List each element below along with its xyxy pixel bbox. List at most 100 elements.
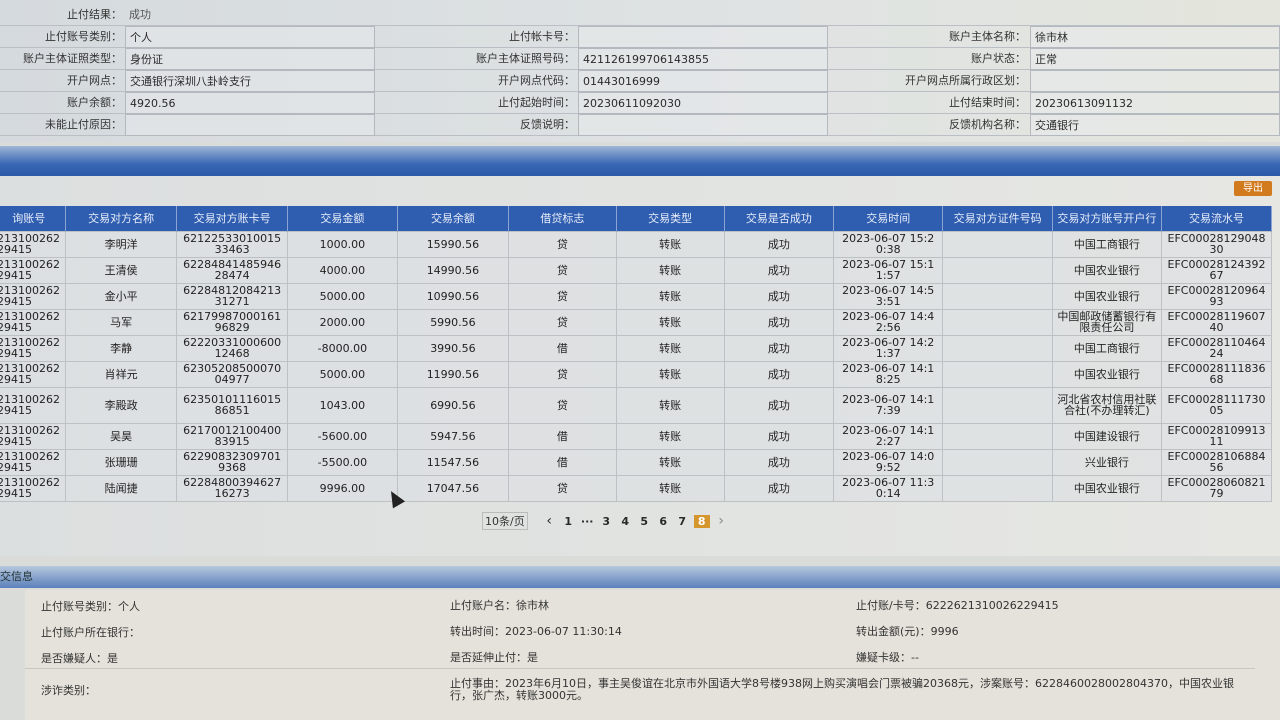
table-cell: 肖祥元	[64, 360, 178, 388]
page-link[interactable]: ···	[580, 514, 594, 528]
table-cell: 王清侯	[64, 256, 178, 284]
table-cell: 贷	[508, 230, 617, 258]
table-cell: 62220331000600 12468	[176, 334, 289, 362]
table-row[interactable]: 213100262 29415 李静 62220331000600 12468 -80…	[0, 334, 1272, 362]
column-header: 交易金额	[287, 206, 398, 231]
table-cell: 转账	[615, 360, 725, 388]
info-value	[578, 114, 828, 136]
table-cell: 213100262 29415	[0, 308, 66, 336]
next-page-button[interactable]: ›	[718, 513, 724, 529]
column-header: 交易流水号	[1161, 206, 1272, 231]
info-label: 止付结束时间：	[949, 96, 1026, 109]
table-cell: 2023-06-07 14:4 2:56	[833, 308, 944, 336]
info-label: 止付账号类别：	[45, 30, 122, 43]
table-cell	[942, 474, 1053, 502]
table-cell: 成功	[723, 474, 835, 502]
transaction-info-section-header: 交信息	[0, 566, 1280, 588]
page-link[interactable]: 1	[564, 514, 573, 528]
page-link[interactable]: 4	[621, 514, 630, 528]
info-value: 交通银行	[1030, 114, 1280, 136]
info-label: 账户主体名称：	[949, 30, 1026, 43]
table-cell: 213100262 29415	[0, 230, 66, 258]
table-cell: 17047.56	[396, 474, 510, 502]
table-cell: 11990.56	[396, 360, 510, 388]
detail-reason: 止付事由：2023年6月10日，事主吴俊谊在北京市外国语大学8号楼938网上购买…	[450, 677, 1234, 702]
table-cell: 2023-06-07 15:2 0:38	[833, 230, 944, 258]
page-link[interactable]: 5	[640, 514, 649, 528]
table-row[interactable]: 213100262 29415 肖祥元 62305208500070 04977 50…	[0, 360, 1272, 388]
page-link[interactable]: 7	[678, 514, 687, 528]
table-row[interactable]: 213100262 29415 马军 62179987000161 96829 200…	[0, 308, 1272, 336]
info-label: 反馈机构名称：	[949, 118, 1026, 131]
page-link[interactable]: 3	[602, 514, 611, 528]
table-cell: 62179987000161 96829	[176, 308, 289, 336]
table-cell: 转账	[615, 230, 725, 258]
table-cell: 213100262 29415	[0, 474, 66, 502]
detail-acct-type: 止付账号类别：个人	[41, 600, 140, 613]
table-cell: 62290832309701 9368	[176, 448, 289, 476]
table-cell: 2023-06-07 14:1 7:39	[833, 386, 944, 424]
info-label: 账户主体证照类型：	[23, 52, 122, 65]
info-value	[578, 26, 828, 48]
table-cell: 1000.00	[287, 230, 398, 258]
column-header: 交易对方名称	[65, 206, 178, 231]
export-button[interactable]: 导出	[1234, 181, 1272, 196]
table-cell: 成功	[723, 386, 835, 424]
table-cell: -5500.00	[287, 448, 398, 476]
result-value: 成功	[129, 8, 151, 21]
transaction-detail-panel: 止付账号类别：个人 止付账户名：徐市林 止付账/卡号：6222621310026…	[25, 590, 1280, 720]
table-cell: 213100262 29415	[0, 360, 66, 388]
table-row[interactable]: 213100262 29415 金小平 62284812084213 31271 50…	[0, 282, 1272, 310]
info-value	[125, 114, 375, 136]
table-cell	[942, 308, 1053, 336]
column-header: 借贷标志	[508, 206, 617, 231]
table-row[interactable]: 213100262 29415 陆闻捷 62284800394627 16273 99…	[0, 474, 1272, 502]
info-label: 止付帐卡号：	[509, 30, 575, 43]
stop-payment-info-panel: 止付结果： 成功 止付账号类别： 个人 止付帐卡号： 账户主体名称： 徐市林 账户主体证照…	[0, 0, 1280, 142]
info-label: 账户主体证照号码：	[476, 52, 575, 65]
detail-card-level: 嫌疑卡级：--	[856, 651, 919, 664]
table-cell: EFC00028119607 40	[1161, 308, 1272, 336]
table-cell: 兴业银行	[1051, 448, 1163, 476]
prev-page-button[interactable]: ‹	[546, 513, 552, 529]
table-row[interactable]: 213100262 29415 张珊珊 62290832309701 9368 -55…	[0, 448, 1272, 476]
column-header: 交易类型	[616, 206, 725, 231]
detail-divider	[25, 668, 1255, 669]
info-value: 421126199706143855	[578, 48, 828, 70]
table-cell: 吴昊	[64, 422, 178, 450]
info-value: 4920.56	[125, 92, 375, 114]
table-cell: 成功	[723, 282, 835, 310]
table-cell: 62284841485946 28474	[176, 256, 289, 284]
column-header: 交易余额	[397, 206, 510, 231]
table-cell	[942, 230, 1053, 258]
table-row[interactable]: 213100262 29415 李明洋 62122533010015 33463 10…	[0, 230, 1272, 258]
table-cell: 转账	[615, 448, 725, 476]
column-header: 交易时间	[833, 206, 944, 231]
table-cell: 15990.56	[396, 230, 510, 258]
table-cell: 2023-06-07 14:2 1:37	[833, 334, 944, 362]
table-row[interactable]: 213100262 29415 王清侯 62284841485946 28474 40…	[0, 256, 1272, 284]
info-row: 未能止付原因： 反馈说明： 反馈机构名称： 交通银行	[0, 114, 1280, 136]
page-size-select[interactable]: 10条/页	[482, 512, 528, 530]
detail-extend: 是否延伸止付：是	[450, 651, 538, 664]
table-cell: 10990.56	[396, 282, 510, 310]
table-cell: 转账	[615, 386, 725, 424]
table-row[interactable]: 213100262 29415 李殿政 62350101116015 86851 10…	[0, 386, 1272, 424]
page-current[interactable]: 8	[693, 514, 710, 528]
table-cell: 张珊珊	[64, 448, 178, 476]
column-header: 交易对方账卡号	[176, 206, 289, 231]
table-cell: 中国建设银行	[1051, 422, 1163, 450]
info-value	[1030, 70, 1280, 92]
table-cell: 转账	[615, 422, 725, 450]
table-cell: 转账	[615, 334, 725, 362]
table-cell: 借	[508, 422, 617, 450]
page-link[interactable]: 6	[659, 514, 668, 528]
table-cell: 11547.56	[396, 448, 510, 476]
table-row[interactable]: 213100262 29415 吴昊 62170012100400 83915 -56…	[0, 422, 1272, 450]
table-cell: 2023-06-07 11:3 0:14	[833, 474, 944, 502]
table-cell: 2000.00	[287, 308, 398, 336]
info-label: 开户网点所属行政区划：	[905, 74, 1026, 87]
table-cell: 1043.00	[287, 386, 398, 424]
table-cell: 贷	[508, 474, 617, 502]
detail-acct-name: 止付账户名：徐市林	[450, 599, 549, 612]
